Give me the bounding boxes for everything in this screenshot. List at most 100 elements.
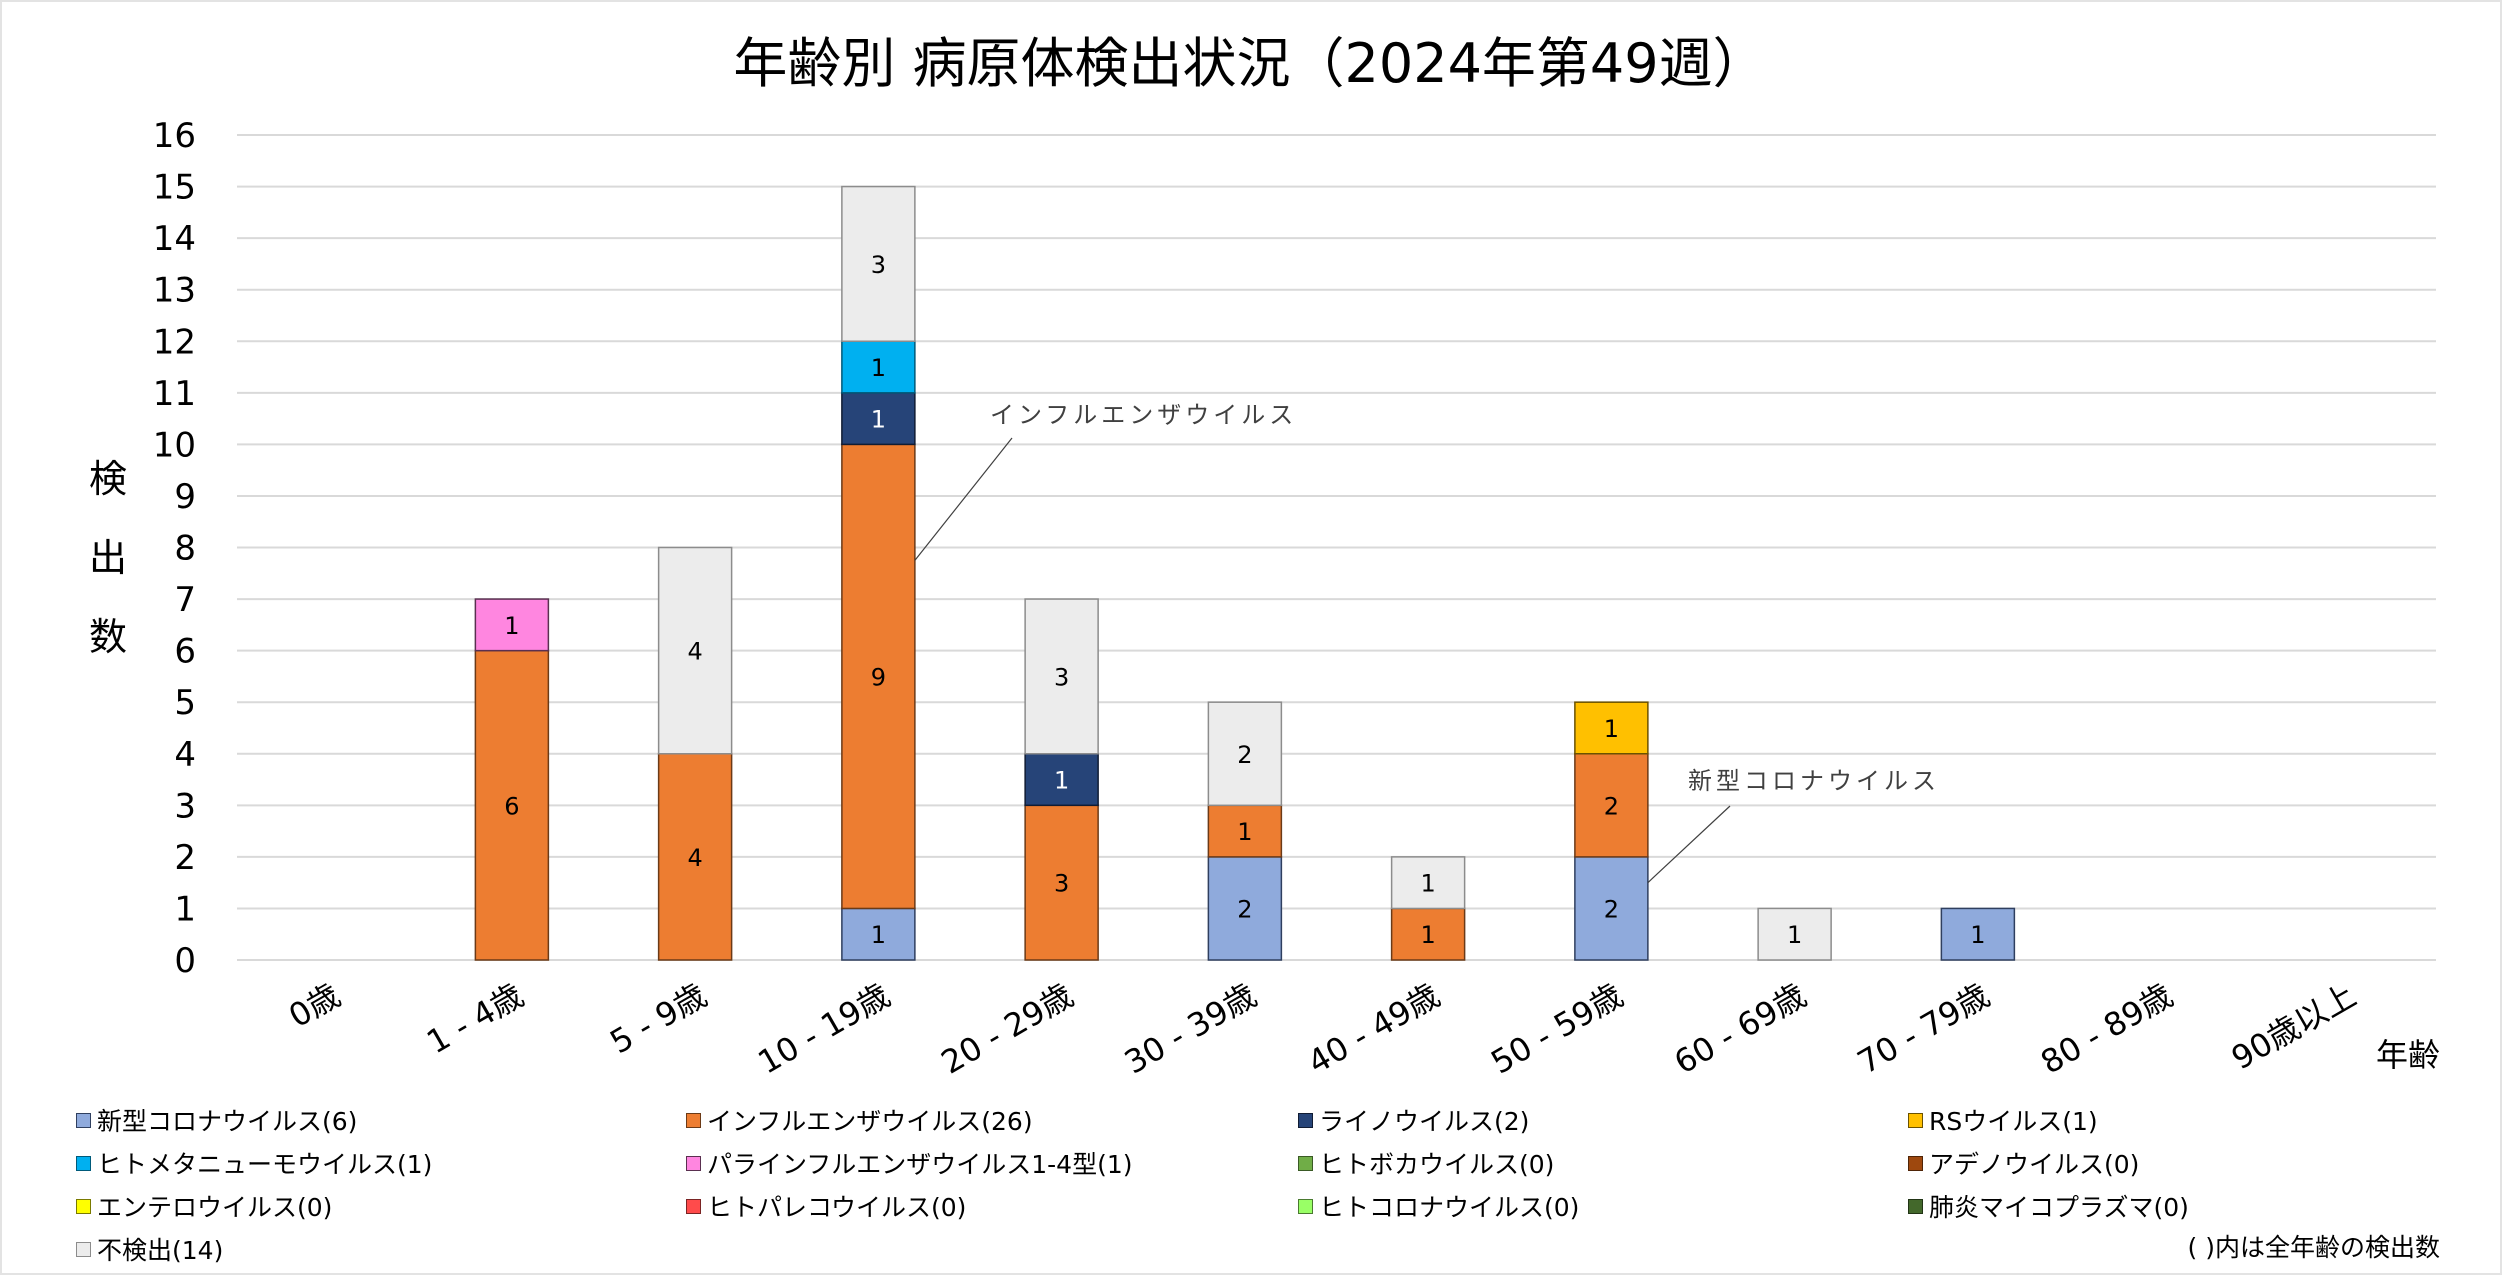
legend-item: ヒトボカウイルス(0) bbox=[1298, 1145, 1554, 1181]
legend-swatch bbox=[1908, 1198, 1923, 1214]
annotation-label: インフルエンザウイルス bbox=[990, 401, 1297, 429]
legend-swatch bbox=[1908, 1155, 1923, 1171]
legend-swatch bbox=[686, 1198, 701, 1214]
legend-label: ヒトメタニューモウイルス(1) bbox=[97, 1150, 433, 1179]
chart-title: 年齢別 病原体検出状況（2024年第49週） bbox=[733, 32, 1766, 95]
x-tick-label: 70 - 79歳 bbox=[1851, 976, 1996, 1082]
legend-swatch bbox=[686, 1155, 701, 1171]
bar-segment bbox=[1024, 753, 1099, 807]
legend-item: アデノウイルス(0) bbox=[1908, 1145, 2139, 1181]
y-tick-label: 5 bbox=[174, 683, 196, 723]
legend-label: インフルエンザウイルス(26) bbox=[707, 1107, 1033, 1136]
y-tick-label: 15 bbox=[153, 168, 196, 208]
legend-note: ( )内は全年齢の検出数 bbox=[2187, 1233, 2440, 1262]
x-tick-label: 30 - 39歳 bbox=[1118, 976, 1263, 1082]
legend-label: アデノウイルス(0) bbox=[1929, 1150, 2140, 1179]
y-axis-title-char: 数 bbox=[89, 615, 127, 659]
x-tick-label: 60 - 69歳 bbox=[1668, 976, 1813, 1082]
legend-label: 不検出(14) bbox=[97, 1236, 224, 1265]
x-tick-label: 80 - 89歳 bbox=[2034, 976, 2179, 1082]
data-label: 3 bbox=[1054, 663, 1069, 691]
legend-label: ヒトボカウイルス(0) bbox=[1319, 1150, 1555, 1179]
data-label: 2 bbox=[1604, 792, 1619, 820]
x-tick-label: 20 - 29歳 bbox=[935, 976, 1080, 1082]
data-label: 3 bbox=[871, 251, 886, 279]
data-label: 9 bbox=[871, 663, 886, 691]
legend-swatch bbox=[76, 1112, 91, 1128]
legend-item: インフルエンザウイルス(26) bbox=[686, 1102, 1033, 1138]
data-label: 1 bbox=[1420, 921, 1435, 949]
bars: 6 1 4 4 1 9 1 1 3 3 1 3 2 1 2 1 1 2 2 1 1 1 bbox=[474, 185, 2016, 961]
data-label: 1 bbox=[871, 921, 886, 949]
legend-swatch bbox=[1908, 1112, 1923, 1128]
legend-label: エンテロウイルス(0) bbox=[97, 1193, 333, 1222]
y-tick-label: 3 bbox=[174, 786, 196, 826]
data-label: 1 bbox=[1237, 818, 1252, 846]
bar-segment bbox=[657, 753, 733, 961]
bar-segment bbox=[1574, 701, 1649, 755]
legend-item: 新型コロナウイルス(6) bbox=[76, 1102, 357, 1138]
data-label: 1 bbox=[504, 612, 519, 640]
gridlines bbox=[237, 134, 2436, 961]
y-tick-label: 11 bbox=[153, 374, 196, 414]
legend-label: RSウイルス(1) bbox=[1929, 1107, 2098, 1136]
y-tick-label: 8 bbox=[174, 529, 196, 569]
legend-item: エンテロウイルス(0) bbox=[76, 1188, 332, 1224]
x-tick-label: 0歳 bbox=[282, 976, 346, 1035]
bar-segment bbox=[1390, 907, 1466, 961]
y-tick-label: 1 bbox=[174, 889, 196, 929]
bar-segment bbox=[841, 185, 916, 342]
y-axis-title-char: 出 bbox=[89, 536, 127, 580]
data-label: 2 bbox=[1604, 895, 1619, 923]
y-axis-title: 検出数 bbox=[89, 457, 127, 659]
x-tick-label: 10 - 19歳 bbox=[752, 976, 897, 1082]
y-axis-title-char: 検 bbox=[89, 457, 127, 501]
legend-item: ヒトコロナウイルス(0) bbox=[1298, 1188, 1579, 1224]
data-label: 1 bbox=[1420, 870, 1435, 898]
legend-label: パラインフルエンザウイルス1-4型(1) bbox=[707, 1150, 1133, 1179]
bar-segment bbox=[1757, 907, 1832, 961]
annotation-leader-line bbox=[1647, 805, 1731, 884]
bar-segment bbox=[1390, 856, 1466, 910]
bar-segment bbox=[1574, 753, 1649, 858]
bar-segment bbox=[1207, 701, 1283, 807]
y-tick-label: 14 bbox=[153, 219, 196, 259]
x-axis-title: 年齢 bbox=[2376, 1036, 2440, 1074]
bar-segment bbox=[1940, 907, 2016, 961]
bar-segment bbox=[1574, 856, 1649, 961]
y-tick-label: 4 bbox=[174, 735, 196, 775]
x-tick-label: 40 - 49歳 bbox=[1301, 976, 1446, 1082]
y-tick-label: 12 bbox=[153, 322, 196, 362]
y-tick-label: 10 bbox=[153, 425, 196, 465]
y-tick-label: 6 bbox=[174, 632, 196, 672]
x-tick-label: 50 - 59歳 bbox=[1485, 976, 1630, 1082]
bar-segment bbox=[841, 907, 916, 961]
legend-item: ヒトパレコウイルス(0) bbox=[686, 1188, 966, 1224]
legend-swatch bbox=[686, 1112, 701, 1128]
x-tick-label: 90歳以上 bbox=[2225, 976, 2362, 1077]
legend-swatch bbox=[1298, 1112, 1313, 1128]
y-tick-label: 2 bbox=[174, 838, 196, 878]
legend-label: 新型コロナウイルス(6) bbox=[97, 1107, 358, 1136]
legend-item: 不検出(14) bbox=[76, 1231, 223, 1267]
annotation-leader-line bbox=[914, 437, 1013, 561]
legend-swatch bbox=[1298, 1198, 1313, 1214]
x-tick-label: 5 - 9歳 bbox=[604, 976, 714, 1061]
bar-segment bbox=[841, 340, 916, 394]
legend-swatch bbox=[76, 1155, 91, 1171]
legend-item: ライノウイルス(2) bbox=[1298, 1102, 1529, 1138]
legend-item: ヒトメタニューモウイルス(1) bbox=[76, 1145, 432, 1181]
y-tick-label: 7 bbox=[174, 580, 196, 620]
legend-label: ヒトパレコウイルス(0) bbox=[707, 1193, 967, 1222]
legend-label: 肺炎マイコプラズマ(0) bbox=[1929, 1193, 2189, 1222]
data-label: 1 bbox=[1787, 921, 1802, 949]
y-tick-label: 9 bbox=[174, 477, 196, 517]
legend-item: パラインフルエンザウイルス1-4型(1) bbox=[686, 1145, 1133, 1181]
data-label: 2 bbox=[1237, 895, 1252, 923]
bar-segment bbox=[1024, 598, 1099, 755]
data-label: 1 bbox=[871, 354, 886, 382]
